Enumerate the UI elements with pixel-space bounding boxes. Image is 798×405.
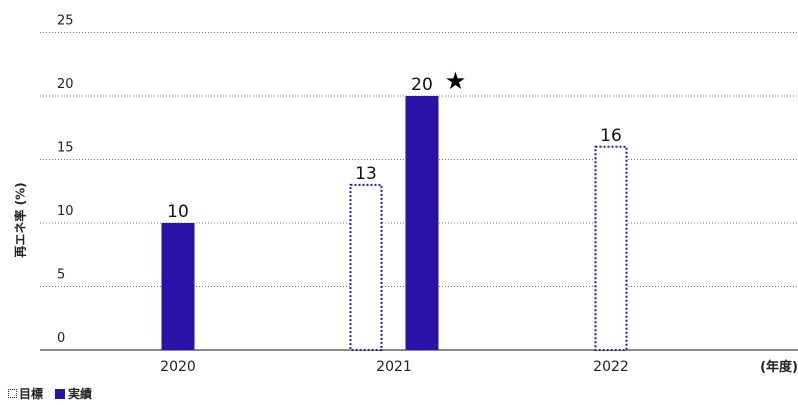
bar-actual-2020 (161, 223, 195, 350)
bar-target-2021 (349, 183, 383, 351)
bars (161, 96, 628, 351)
data-label-target-2021: 13 (355, 164, 377, 184)
data-label-target-2022: 16 (600, 126, 622, 146)
y-axis-label: 再エネ率 (%) (13, 182, 28, 258)
legend-target-swatch (8, 389, 17, 398)
legend-actual-swatch (55, 388, 66, 399)
y-tick-label: 10 (57, 204, 74, 219)
x-tick-label: 2020 (160, 359, 196, 375)
data-label-actual-2021: 20 (411, 75, 433, 95)
y-tick-label: 0 (57, 331, 65, 346)
legend: 目標 実績 (8, 385, 92, 402)
star-annotation: ★ (445, 67, 467, 95)
labels: 0 5 10 15 20 25 2020 2021 2022 (年度) 10 13 20 ★ 16 (57, 14, 798, 376)
x-tick-label: 2022 (593, 359, 629, 375)
y-tick-label: 20 (57, 77, 74, 92)
data-label-actual-2020: 10 (167, 202, 189, 222)
y-axis-label-wrapper: 再エネ率 (%) (10, 182, 30, 257)
x-tick-label: 2021 (376, 359, 412, 375)
legend-actual-label: 実績 (68, 387, 93, 401)
x-axis-unit: (年度) (760, 359, 798, 375)
bar-actual-2021 (405, 96, 439, 350)
y-tick-label: 5 (57, 268, 65, 283)
bar-target-2022 (594, 145, 628, 351)
y-tick-label: 15 (57, 141, 74, 156)
legend-target-label: 目標 (19, 387, 44, 401)
y-tick-label: 25 (57, 14, 74, 29)
